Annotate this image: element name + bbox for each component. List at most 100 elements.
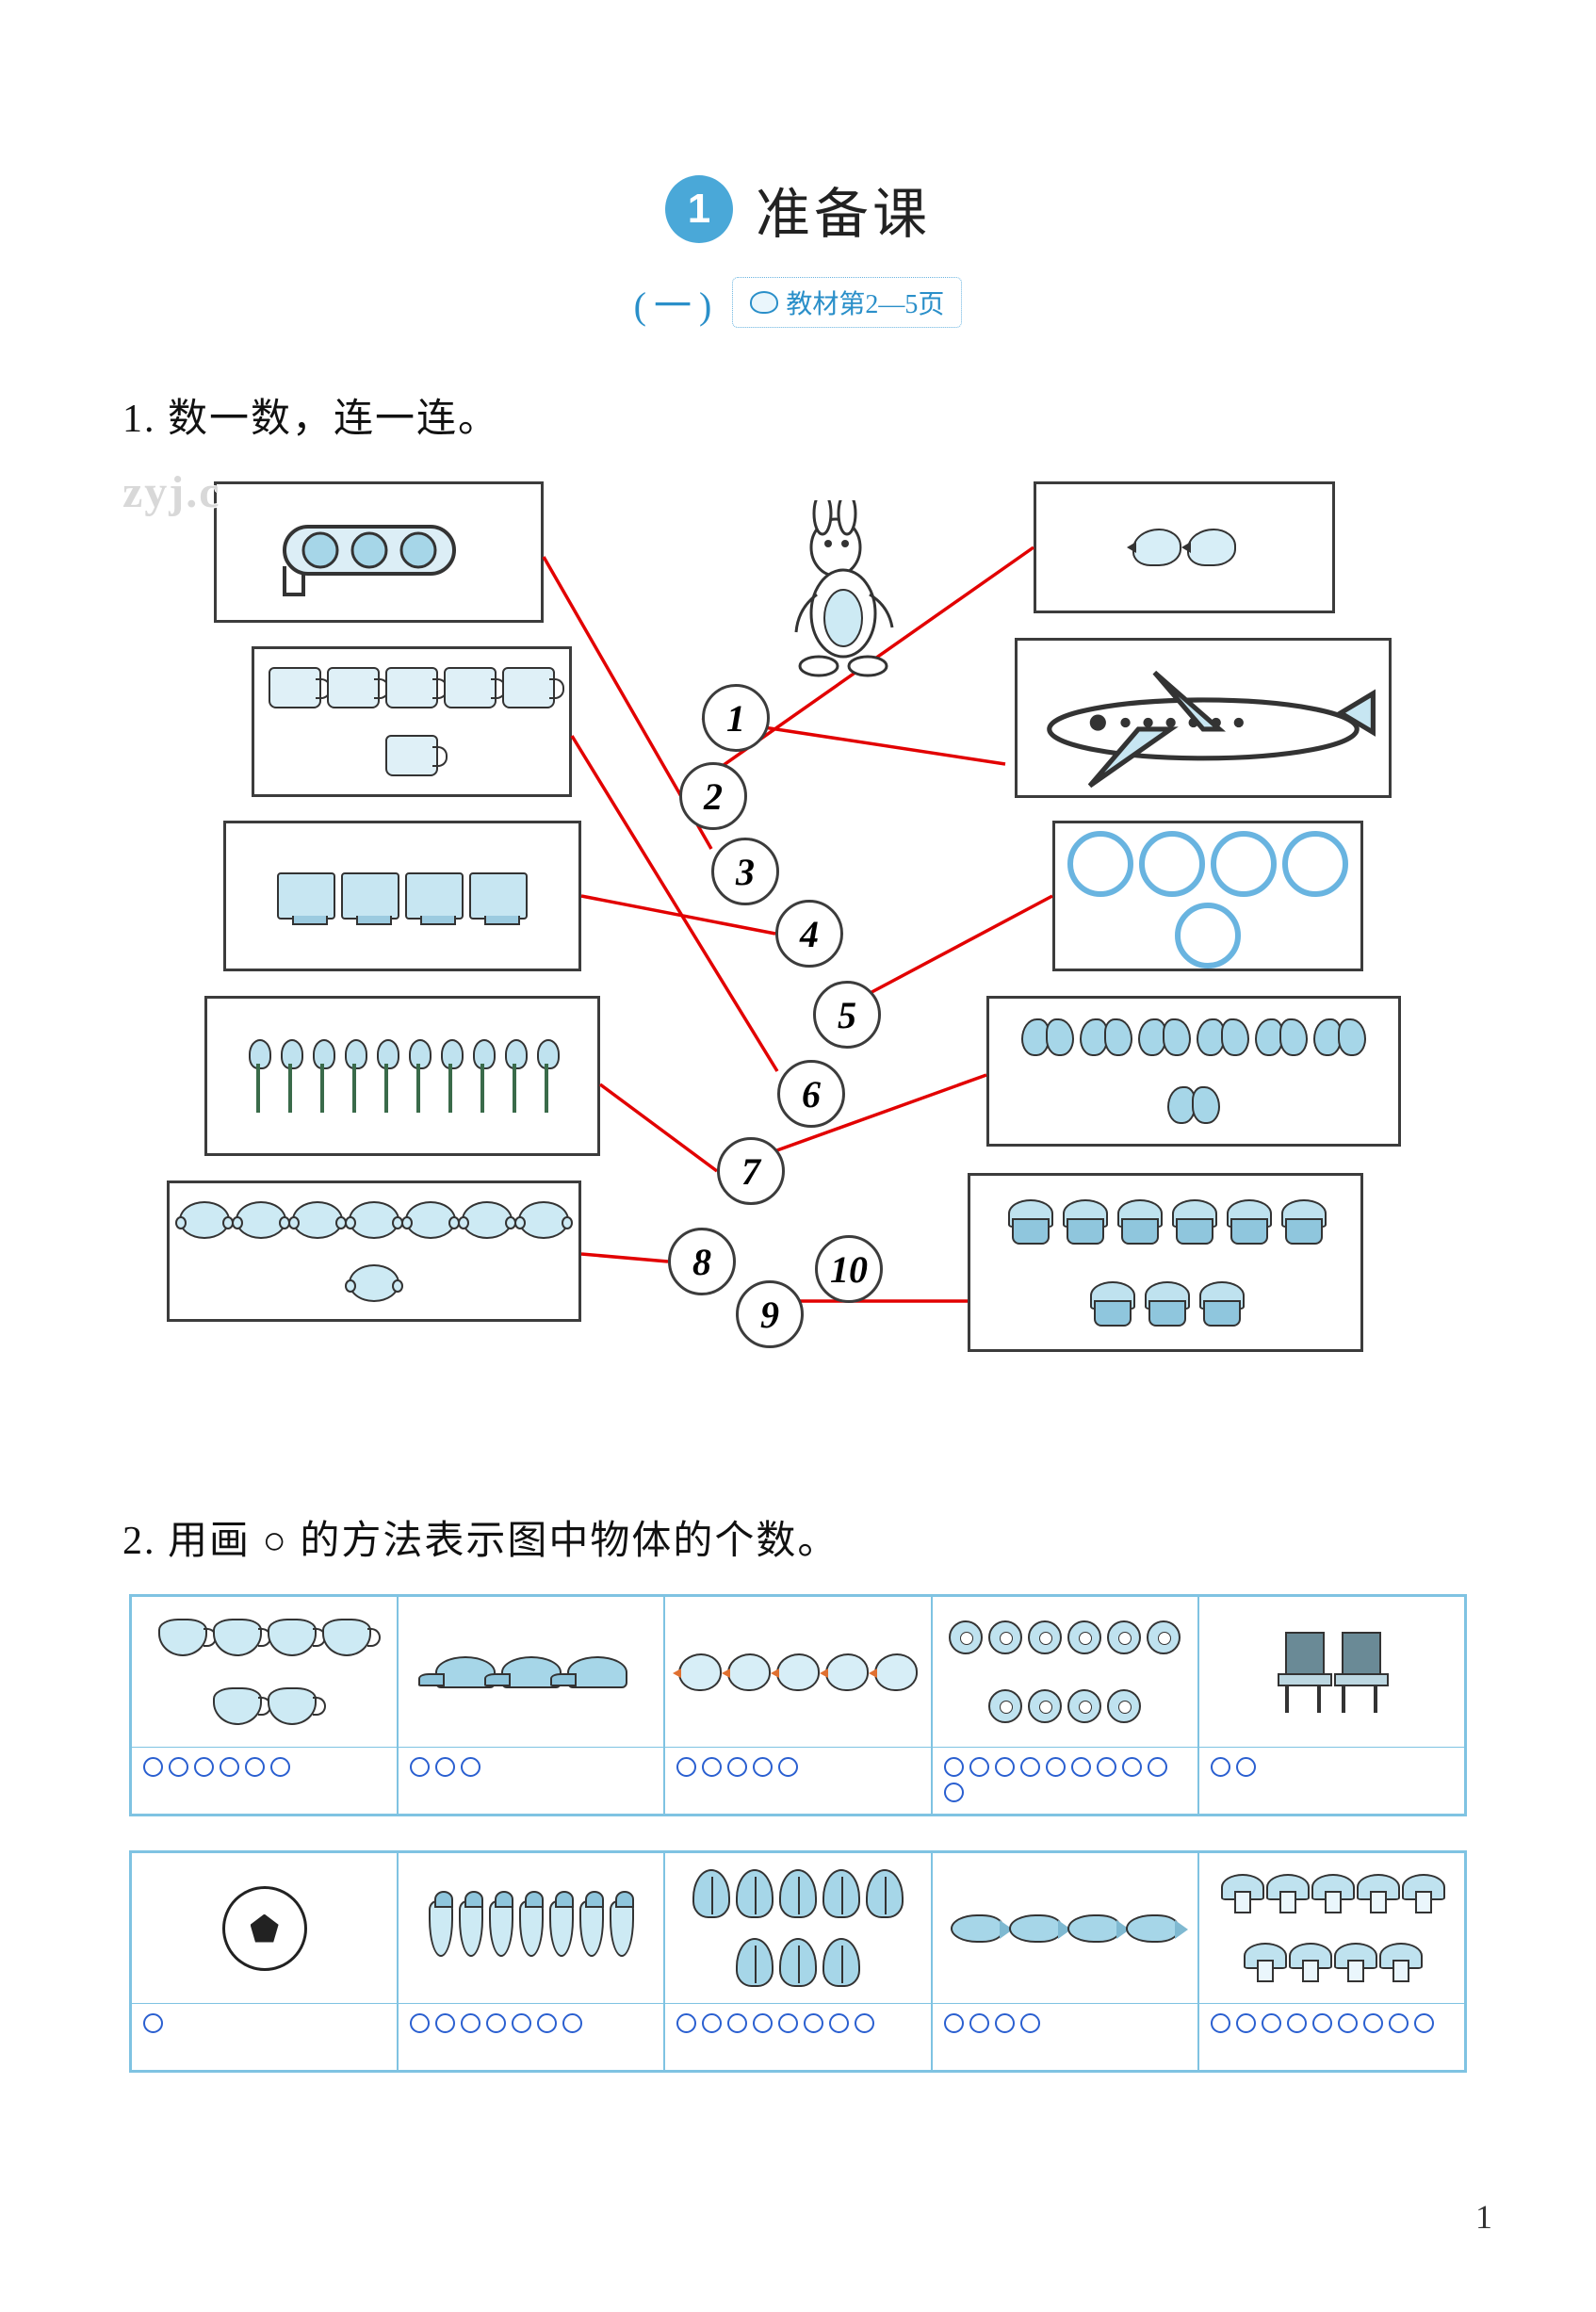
q1-label: 1. 数一数，连一连。 bbox=[122, 386, 1474, 444]
tv-icon bbox=[341, 872, 399, 920]
answer-line bbox=[600, 1084, 717, 1171]
answer-circle-icon bbox=[562, 2013, 582, 2033]
q2-cell-chairs bbox=[1198, 1596, 1465, 1815]
answer-circle-icon bbox=[1020, 2013, 1040, 2033]
picture-box-butterflies bbox=[986, 996, 1401, 1147]
cupcake-icon bbox=[1278, 1199, 1327, 1245]
answer-circle-icon bbox=[410, 1757, 430, 1777]
answer-circle-icon bbox=[727, 2013, 747, 2033]
answer-circle-icon bbox=[461, 2013, 480, 2033]
q2-table-row2 bbox=[129, 1850, 1467, 2073]
carrot-icon bbox=[549, 1900, 574, 1957]
answer-circle-icon bbox=[778, 2013, 798, 2033]
daisy-icon bbox=[1107, 1689, 1141, 1723]
q2-answer-chicks bbox=[665, 1748, 930, 1814]
mushroom-icon bbox=[1311, 1874, 1351, 1913]
flower-icon bbox=[501, 1039, 528, 1113]
answer-circle-icon bbox=[1071, 1757, 1091, 1777]
number-bubble-1: 1 bbox=[702, 684, 770, 752]
answer-circle-icon bbox=[1363, 2013, 1383, 2033]
lemon-icon bbox=[518, 1201, 569, 1239]
chick-icon bbox=[678, 1653, 722, 1691]
ring-icon bbox=[1175, 903, 1241, 969]
answer-circle-icon bbox=[804, 2013, 823, 2033]
number-bubble-10: 10 bbox=[815, 1235, 883, 1303]
ring-icon bbox=[1211, 831, 1277, 897]
mushroom-icon bbox=[1334, 1943, 1374, 1982]
cupcake-icon bbox=[1141, 1281, 1190, 1327]
butterfly-icon bbox=[1021, 1018, 1074, 1056]
subtitle-row: (一) 教材第2—5页 bbox=[122, 275, 1474, 330]
daisy-icon bbox=[1107, 1620, 1141, 1654]
mug-icon bbox=[385, 667, 438, 708]
page-ref-box: 教材第2—5页 bbox=[732, 277, 962, 328]
soccer-icon bbox=[222, 1886, 307, 1971]
picture-box-rings bbox=[1052, 821, 1363, 971]
q2-picture-teacups bbox=[132, 1597, 397, 1748]
daisy-icon bbox=[988, 1620, 1022, 1654]
lemon-icon bbox=[405, 1201, 456, 1239]
fish-icon bbox=[1009, 1914, 1062, 1943]
title-row: 1 准备课 bbox=[122, 170, 1474, 249]
answer-circle-icon bbox=[1338, 2013, 1358, 2033]
q2-cell-teacups bbox=[131, 1596, 398, 1815]
butterfly-icon bbox=[1167, 1086, 1220, 1124]
chair-icon bbox=[1278, 1632, 1328, 1713]
q2-cell-leaves bbox=[664, 1852, 931, 2071]
fish-icon bbox=[1126, 1914, 1179, 1943]
q2-picture-daisies bbox=[933, 1597, 1197, 1748]
q2-answer-soccer bbox=[132, 2004, 397, 2070]
answer-circle-icon bbox=[143, 2013, 163, 2033]
page-ref-text: 教材第2—5页 bbox=[786, 284, 944, 321]
q2-answer-carrots bbox=[399, 2004, 663, 2070]
tv-icon bbox=[277, 872, 335, 920]
cloud-icon bbox=[750, 291, 778, 314]
answer-circle-icon bbox=[855, 2013, 874, 2033]
mug-icon bbox=[385, 735, 438, 776]
number-bubble-4: 4 bbox=[775, 900, 843, 968]
picture-box-traffic-light bbox=[214, 481, 544, 623]
ring-icon bbox=[1139, 831, 1205, 897]
teacup-icon bbox=[268, 1687, 317, 1725]
flower-icon bbox=[309, 1039, 335, 1113]
flower-icon bbox=[277, 1039, 303, 1113]
answer-circle-icon bbox=[1148, 1757, 1167, 1777]
answer-circle-icon bbox=[512, 2013, 531, 2033]
chair-icon bbox=[1334, 1632, 1385, 1713]
teacup-icon bbox=[213, 1619, 262, 1656]
flower-icon bbox=[341, 1039, 367, 1113]
section-label: (一) bbox=[634, 275, 720, 330]
flower-icon bbox=[373, 1039, 399, 1113]
butterfly-icon bbox=[1197, 1018, 1249, 1056]
lemon-icon bbox=[179, 1201, 230, 1239]
butterfly-icon bbox=[1138, 1018, 1191, 1056]
butterfly-icon bbox=[1255, 1018, 1308, 1056]
rabbit-icon bbox=[779, 500, 920, 693]
cupcake-icon bbox=[1196, 1281, 1245, 1327]
q2-cell-daisies bbox=[932, 1596, 1198, 1815]
q2-picture-leaves bbox=[665, 1853, 930, 2004]
tv-icon bbox=[405, 872, 464, 920]
teacup-icon bbox=[158, 1619, 207, 1656]
answer-circle-icon bbox=[969, 2013, 989, 2033]
q2-answer-chairs bbox=[1199, 1748, 1464, 1814]
picture-box-tvs bbox=[223, 821, 581, 971]
answer-circle-icon bbox=[194, 1757, 214, 1777]
answer-circle-icon bbox=[1389, 2013, 1409, 2033]
cupcake-icon bbox=[1086, 1281, 1135, 1327]
q2-cell-mushrooms bbox=[1198, 1852, 1465, 2071]
q2-cell-soccer bbox=[131, 1852, 398, 2071]
leaf-icon bbox=[822, 1938, 860, 1987]
q2-picture-chicks bbox=[665, 1597, 930, 1748]
q1-area: 12345678910 bbox=[138, 472, 1458, 1471]
answer-circle-icon bbox=[435, 2013, 455, 2033]
answer-circle-icon bbox=[1414, 2013, 1434, 2033]
answer-circle-icon bbox=[944, 1783, 964, 1802]
answer-circle-icon bbox=[944, 2013, 964, 2033]
number-bubble-6: 6 bbox=[777, 1060, 845, 1128]
q2-picture-chairs bbox=[1199, 1597, 1464, 1748]
q2-cell-caps bbox=[398, 1596, 664, 1815]
answer-circle-icon bbox=[220, 1757, 239, 1777]
lemon-icon bbox=[236, 1201, 286, 1239]
leaf-icon bbox=[822, 1869, 860, 1918]
